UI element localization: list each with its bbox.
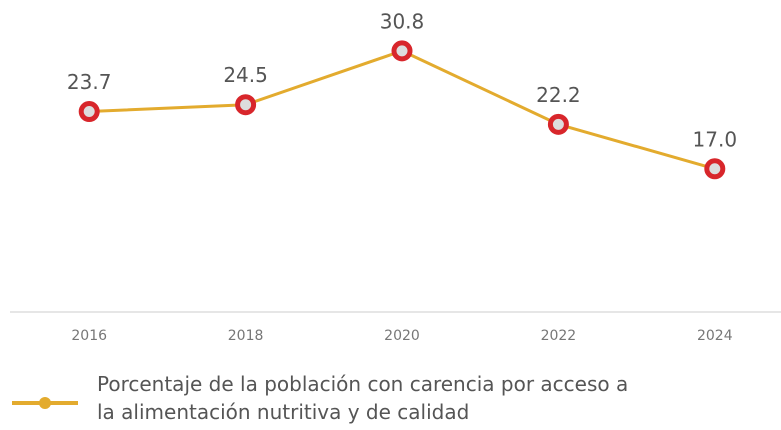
x-tick-label: 2018 [228,328,264,344]
legend-label: Porcentaje de la población con carencia … [97,372,629,424]
value-label: 24.5 [223,63,268,87]
marker [78,101,100,123]
x-tick-label: 2024 [697,328,733,344]
marker [235,94,257,116]
value-label: 30.8 [380,9,425,33]
x-tick-label: 2022 [541,328,577,344]
marker [704,158,726,180]
marker [547,113,569,135]
value-label: 22.2 [536,83,581,107]
legend-marker [39,397,51,409]
x-tick-label: 2016 [71,328,107,344]
x-tick-label: 2020 [384,328,420,344]
value-label: 17.0 [693,127,738,151]
value-label: 23.7 [67,70,112,94]
series-line [89,49,716,171]
marker [391,40,413,62]
